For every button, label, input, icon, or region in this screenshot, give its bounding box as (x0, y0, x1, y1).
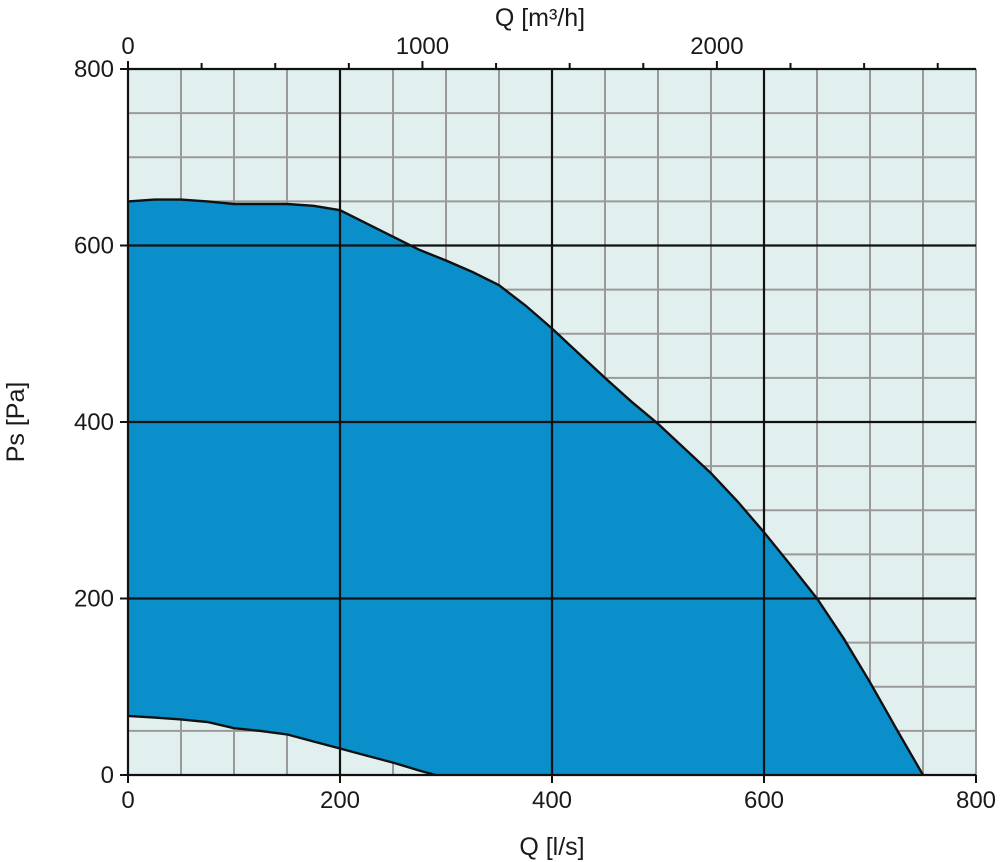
x-tick-label: 0 (121, 787, 134, 814)
axis-ticks (120, 61, 977, 783)
x-tick-label: 200 (320, 787, 360, 814)
secondary-x-tick-label: 2000 (690, 33, 743, 60)
x-tick-label: 600 (744, 787, 784, 814)
major-grid (128, 69, 976, 775)
operating-area (128, 199, 923, 776)
secondary-x-axis-title: Q [m³/h] (495, 4, 585, 32)
y-axis-title: Ps [Pa] (2, 382, 30, 463)
lower-limit-curve (127, 714, 436, 777)
secondary-x-tick-label: 0 (121, 33, 134, 60)
x-axis-title: Q [l/s] (519, 833, 584, 861)
y-tick-label: 600 (74, 233, 114, 260)
y-tick-label: 400 (74, 409, 114, 436)
tick-labels: 0 200 400 600 800 0 200 400 600 800 0 1000 2000 (74, 33, 996, 814)
y-tick-label: 0 (101, 762, 114, 789)
x-tick-label: 400 (532, 787, 572, 814)
x-tick-label: 800 (956, 787, 996, 814)
upper-limit-curve (127, 198, 925, 776)
y-tick-label: 800 (74, 56, 114, 83)
y-tick-label: 200 (74, 586, 114, 613)
secondary-x-tick-label: 1000 (396, 33, 449, 60)
